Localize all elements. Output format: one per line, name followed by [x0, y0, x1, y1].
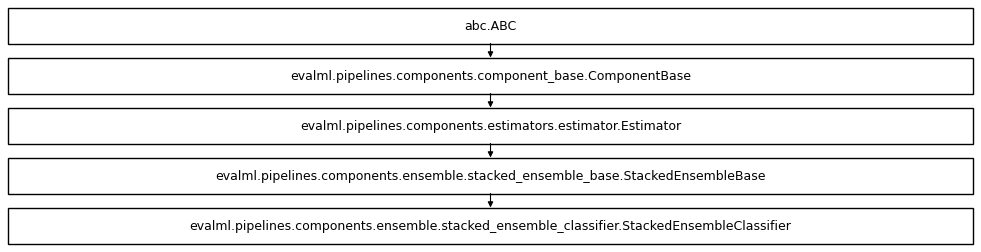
Bar — [8, 158, 973, 194]
Bar — [8, 58, 973, 94]
Text: evalml.pipelines.components.component_base.ComponentBase: evalml.pipelines.components.component_ba… — [290, 70, 691, 83]
Bar — [8, 108, 973, 144]
Bar — [8, 208, 973, 243]
Text: evalml.pipelines.components.ensemble.stacked_ensemble_base.StackedEnsembleBase: evalml.pipelines.components.ensemble.sta… — [215, 169, 766, 182]
Text: evalml.pipelines.components.estimators.estimator.Estimator: evalml.pipelines.components.estimators.e… — [300, 119, 681, 133]
Text: evalml.pipelines.components.ensemble.stacked_ensemble_classifier.StackedEnsemble: evalml.pipelines.components.ensemble.sta… — [189, 219, 792, 232]
Text: abc.ABC: abc.ABC — [464, 20, 517, 33]
Bar — [8, 9, 973, 44]
